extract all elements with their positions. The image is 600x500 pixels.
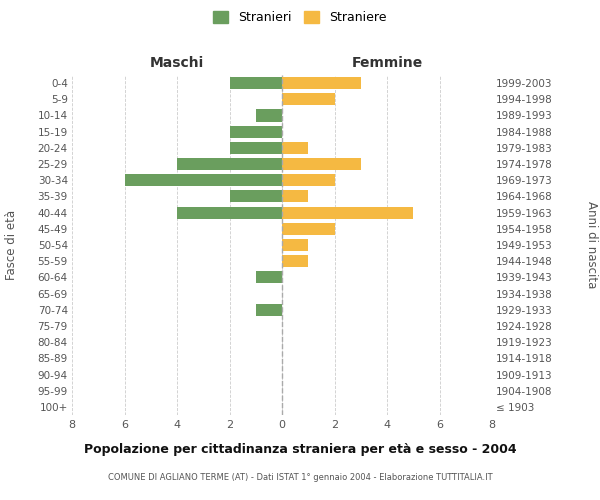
Bar [282, 255, 308, 268]
Bar [282, 142, 308, 154]
Text: COMUNE DI AGLIANO TERME (AT) - Dati ISTAT 1° gennaio 2004 - Elaborazione TUTTITA: COMUNE DI AGLIANO TERME (AT) - Dati ISTA… [107, 472, 493, 482]
Bar [282, 239, 308, 251]
Bar [282, 158, 361, 170]
Bar [282, 206, 413, 218]
Bar [229, 190, 282, 202]
Bar [282, 190, 308, 202]
Bar [256, 272, 282, 283]
Text: Popolazione per cittadinanza straniera per età e sesso - 2004: Popolazione per cittadinanza straniera p… [83, 442, 517, 456]
Text: Fasce di età: Fasce di età [5, 210, 19, 280]
Bar [256, 304, 282, 316]
Text: Maschi: Maschi [150, 56, 204, 70]
Bar [256, 110, 282, 122]
Bar [229, 77, 282, 89]
Bar [125, 174, 282, 186]
Bar [177, 158, 282, 170]
Text: Femmine: Femmine [352, 56, 422, 70]
Text: Anni di nascita: Anni di nascita [584, 202, 598, 288]
Bar [177, 206, 282, 218]
Legend: Stranieri, Straniere: Stranieri, Straniere [208, 6, 392, 29]
Bar [282, 77, 361, 89]
Bar [229, 142, 282, 154]
Bar [282, 222, 335, 235]
Bar [282, 93, 335, 106]
Bar [229, 126, 282, 138]
Bar [282, 174, 335, 186]
